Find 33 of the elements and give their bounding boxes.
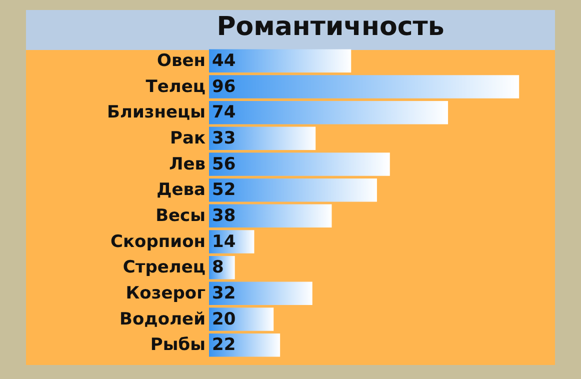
y-tick-label: Стрелец — [122, 258, 206, 278]
data-label: 96 — [212, 76, 236, 97]
y-tick-label: Козерог — [126, 283, 206, 304]
y-tick-label: Рак — [170, 128, 206, 148]
data-label: 14 — [212, 232, 236, 252]
bar — [209, 100, 448, 124]
bar — [209, 282, 312, 306]
bar — [209, 178, 377, 202]
data-label: 32 — [212, 283, 236, 304]
y-tick-label: Овен — [157, 50, 206, 71]
data-label: 20 — [212, 309, 236, 330]
y-tick-label: Телец — [146, 76, 206, 97]
bar — [209, 126, 316, 150]
y-tick-label: Лев — [169, 154, 206, 174]
y-tick-label: Скорпион — [110, 232, 206, 252]
y-tick-label: Рыбы — [150, 335, 206, 356]
data-label: 38 — [212, 206, 236, 226]
bar — [209, 204, 332, 228]
data-label: 8 — [212, 258, 224, 278]
y-tick-label: Водолей — [120, 309, 206, 330]
y-tick-label: Близнецы — [107, 102, 206, 123]
bar — [209, 152, 390, 176]
chart-title: Романтичность — [216, 12, 444, 42]
y-tick-label: Дева — [156, 180, 206, 200]
data-label: 74 — [212, 102, 236, 123]
bar — [209, 49, 352, 73]
y-tick-label: Весы — [156, 206, 206, 226]
data-label: 33 — [212, 128, 236, 148]
data-label: 22 — [212, 335, 236, 356]
data-label: 56 — [212, 154, 236, 174]
bar — [209, 75, 520, 98]
data-label: 52 — [212, 180, 236, 200]
data-label: 44 — [212, 50, 236, 71]
